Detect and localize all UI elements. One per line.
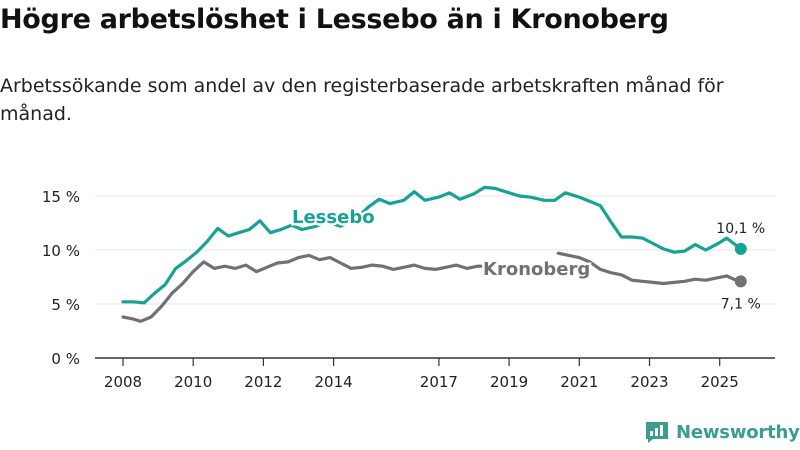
x-tick-label: 2010 bbox=[174, 373, 212, 391]
newsworthy-logo: Newsworthy bbox=[644, 420, 800, 444]
x-axis: 2008 2010 2012 2014 2017 2019 2021 2023 2025 bbox=[95, 357, 775, 391]
lessebo-end-label: 10,1 % bbox=[716, 221, 765, 237]
series-lines bbox=[121, 185, 747, 323]
kronoberg-label: Kronoberg bbox=[483, 259, 590, 280]
kronoberg-end-label: 7,1 % bbox=[721, 296, 761, 312]
brand-name: Newsworthy bbox=[676, 421, 800, 443]
x-tick-label: 2025 bbox=[701, 373, 739, 391]
x-tick-label: 2012 bbox=[244, 373, 282, 391]
kronoberg-end-dot bbox=[734, 275, 747, 288]
chart-subtitle: Arbetssökande som andel av den registerb… bbox=[0, 75, 724, 125]
y-tick-label: 0 % bbox=[51, 350, 80, 368]
y-tick-label: 5 % bbox=[51, 296, 80, 314]
lessebo-line bbox=[121, 185, 743, 305]
x-tick-label: 2019 bbox=[490, 373, 528, 391]
lessebo-label: Lessebo bbox=[292, 207, 375, 228]
kronoberg-line bbox=[121, 251, 743, 323]
y-tick-label: 10 % bbox=[42, 242, 80, 260]
x-tick-label: 2008 bbox=[104, 373, 142, 391]
y-tick-label: 15 % bbox=[42, 188, 80, 206]
x-tick-label: 2021 bbox=[560, 373, 598, 391]
x-tick-label: 2023 bbox=[630, 373, 668, 391]
x-tick-label: 2017 bbox=[420, 373, 458, 391]
series-labels: Lessebo Kronoberg 10,1 % 7,1 % bbox=[290, 205, 768, 315]
lessebo-end-dot bbox=[734, 242, 747, 255]
x-tick-label: 2014 bbox=[315, 373, 353, 391]
newsworthy-logo-icon bbox=[646, 422, 668, 443]
grid-lines bbox=[95, 195, 775, 305]
chart-title: Högre arbetslöshet i Lessebo än i Kronob… bbox=[0, 4, 669, 35]
y-axis: 0 % 5 % 10 % 15 % bbox=[42, 188, 80, 368]
